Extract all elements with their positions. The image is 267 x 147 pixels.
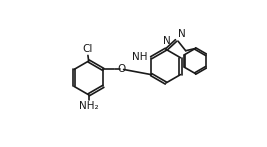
- Text: N: N: [163, 36, 170, 46]
- Text: NH: NH: [132, 52, 148, 62]
- Text: NH₂: NH₂: [79, 101, 99, 111]
- Text: O: O: [117, 64, 126, 75]
- Text: N: N: [178, 29, 185, 39]
- Text: Cl: Cl: [82, 44, 92, 54]
